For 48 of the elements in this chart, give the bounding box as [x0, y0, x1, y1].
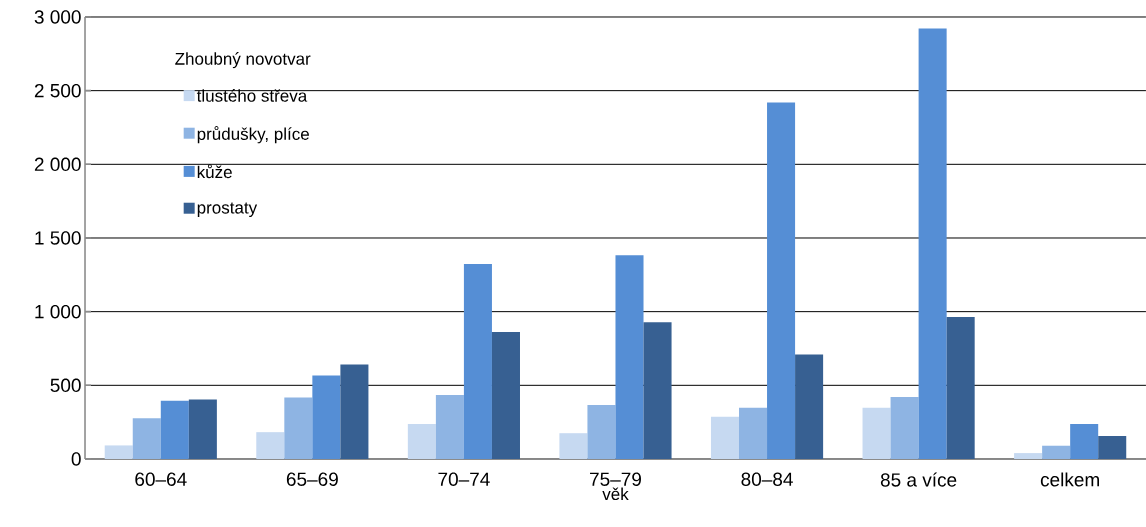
bar	[435, 394, 464, 459]
x-tick-label: 80–84	[741, 472, 793, 486]
y-tick-label: 1 500	[35, 231, 81, 245]
bar	[1042, 445, 1071, 459]
y-tick-label: 2 500	[34, 83, 81, 98]
x-axis-title: věk	[602, 487, 629, 501]
x-tick-label: 85 a více	[880, 472, 957, 487]
x-tick-label: celkem	[1040, 472, 1099, 487]
bar	[132, 418, 161, 459]
bar	[890, 397, 919, 459]
bar	[463, 264, 492, 459]
bar	[862, 407, 891, 459]
legend-label: kůže	[197, 164, 232, 179]
bar	[587, 404, 616, 459]
bar	[188, 399, 217, 459]
bar	[795, 354, 824, 459]
bar	[946, 317, 975, 459]
bar	[1098, 436, 1127, 459]
bar	[1014, 453, 1043, 459]
bar	[256, 432, 285, 459]
bar	[615, 255, 644, 459]
bar	[312, 375, 341, 459]
bar	[407, 424, 436, 459]
x-tick-label: 60–64	[135, 472, 187, 486]
x-tick-label: 65–69	[286, 472, 338, 486]
bar	[1070, 423, 1099, 459]
bar	[491, 331, 520, 459]
bar	[559, 433, 588, 459]
bar	[918, 28, 947, 459]
bar	[739, 407, 768, 459]
bar	[767, 102, 796, 459]
y-tick-label: 3 000	[34, 10, 81, 24]
bar	[104, 445, 133, 459]
x-tick-label: 75–79	[590, 472, 641, 486]
legend-label: tlustého střeva	[196, 89, 308, 102]
legend-label: prostaty	[197, 202, 258, 217]
y-tick-label: 2 000	[34, 157, 81, 172]
y-tick-label: 1 000	[35, 304, 81, 319]
y-tick-label: 0	[71, 452, 81, 466]
bar	[340, 364, 369, 459]
bar	[710, 416, 739, 459]
bar	[284, 397, 313, 459]
legend-label: průdušky, plíce	[197, 126, 309, 144]
bar	[643, 322, 672, 459]
y-tick-label: 500	[50, 378, 81, 393]
bar	[160, 400, 189, 459]
legend-title: Zhoubný novotvar	[175, 52, 311, 69]
x-tick-label: 70–74	[438, 472, 490, 486]
